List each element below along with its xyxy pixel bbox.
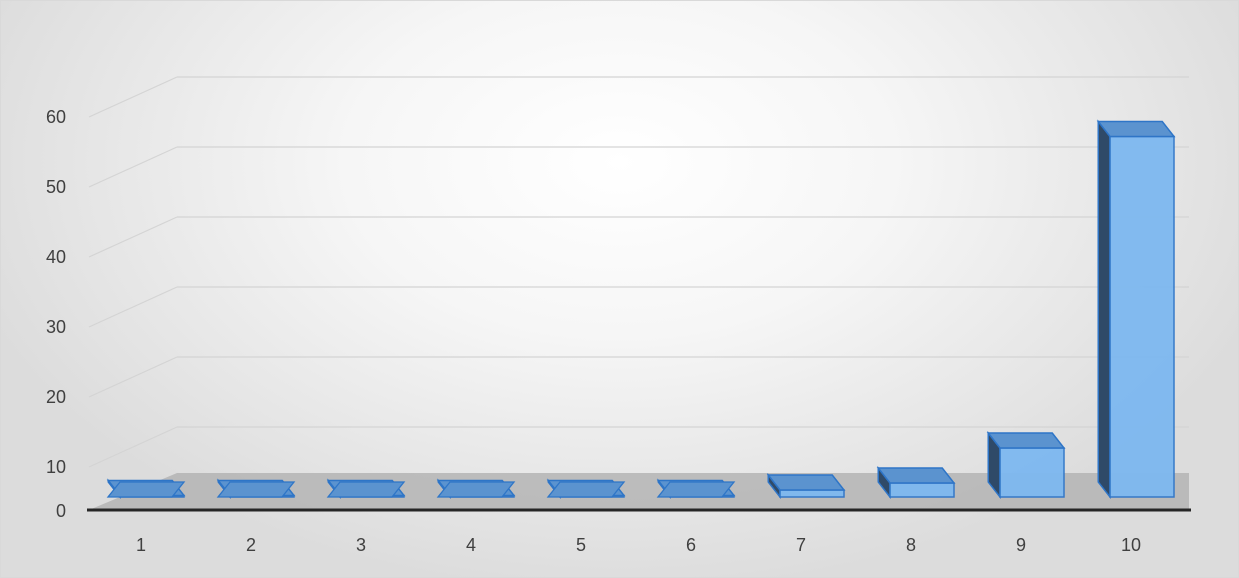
bar-front-9 <box>1000 448 1064 497</box>
x-tick-label-3: 3 <box>356 535 366 555</box>
bar-6 <box>658 481 734 498</box>
bar-top-7 <box>768 475 844 490</box>
bar-5 <box>548 481 624 498</box>
y-tick-label-20: 20 <box>46 387 66 407</box>
bar-front-10 <box>1110 137 1174 498</box>
gridlines <box>89 77 1189 467</box>
bar-base-6 <box>658 482 734 497</box>
bar-top-9 <box>988 433 1064 448</box>
bar-10 <box>1098 122 1174 498</box>
bar-7 <box>768 475 844 497</box>
x-axis-tick-labels: 1 2 3 4 5 6 7 8 9 10 <box>136 535 1141 555</box>
y-tick-label-50: 50 <box>46 177 66 197</box>
x-tick-label-9: 9 <box>1016 535 1026 555</box>
gridline-10 <box>89 427 177 467</box>
x-tick-label-6: 6 <box>686 535 696 555</box>
bar-3 <box>328 481 404 498</box>
bar-top-8 <box>878 468 954 483</box>
x-tick-label-10: 10 <box>1121 535 1141 555</box>
bar-1 <box>108 481 184 498</box>
y-axis-tick-labels: 0 10 20 30 40 50 60 <box>46 107 66 521</box>
x-tick-label-1: 1 <box>136 535 146 555</box>
bar-2 <box>218 481 294 498</box>
y-tick-label-10: 10 <box>46 457 66 477</box>
bar-base-3 <box>328 482 404 497</box>
x-tick-label-8: 8 <box>906 535 916 555</box>
bar-base-2 <box>218 482 294 497</box>
x-tick-label-7: 7 <box>796 535 806 555</box>
gridline-20 <box>89 357 177 397</box>
x-tick-label-4: 4 <box>466 535 476 555</box>
bar-8 <box>878 468 954 497</box>
y-tick-label-60: 60 <box>46 107 66 127</box>
bar-4 <box>438 481 514 498</box>
x-tick-label-2: 2 <box>246 535 256 555</box>
y-tick-label-40: 40 <box>46 247 66 267</box>
bar-base-1 <box>108 482 184 497</box>
gridline-40 <box>89 217 177 257</box>
bar-base-4 <box>438 482 514 497</box>
bars <box>108 122 1174 498</box>
bar-base-5 <box>548 482 624 497</box>
x-tick-label-5: 5 <box>576 535 586 555</box>
gridline-30 <box>89 287 177 327</box>
bar-front-7 <box>780 490 844 497</box>
gridline-60 <box>89 77 177 117</box>
y-tick-label-0: 0 <box>56 501 66 521</box>
bar-top-10 <box>1098 122 1174 137</box>
y-tick-label-30: 30 <box>46 317 66 337</box>
gridline-50 <box>89 147 177 187</box>
bar-front-8 <box>890 483 954 497</box>
bar-side-10 <box>1098 122 1110 498</box>
bar-9 <box>988 433 1064 497</box>
